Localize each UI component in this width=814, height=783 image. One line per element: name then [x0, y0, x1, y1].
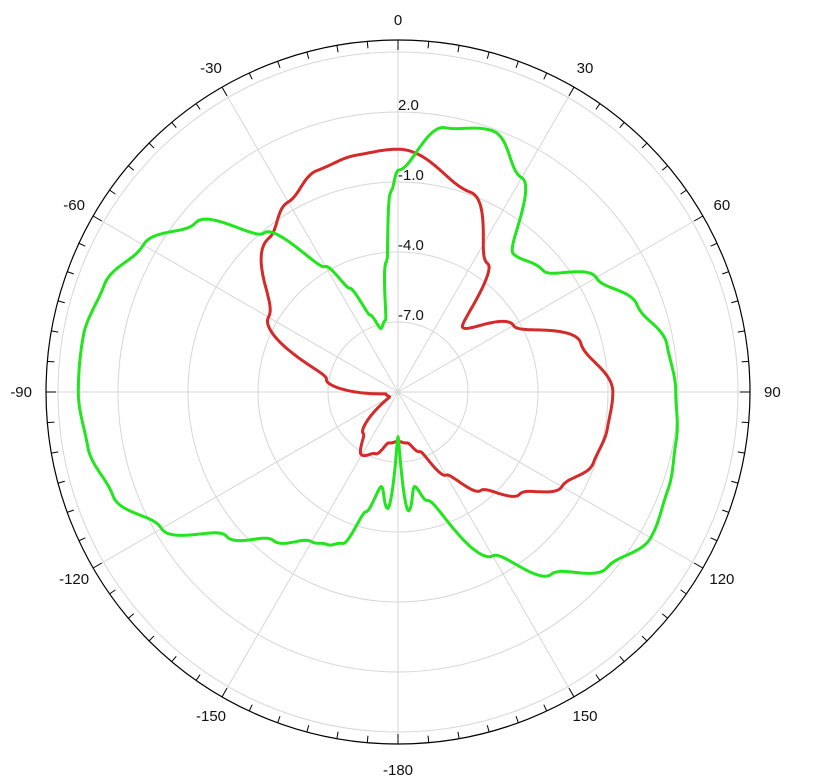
outer-frame — [45, 39, 751, 745]
tick-mark-345 — [306, 51, 310, 59]
tick-mark-150 — [568, 687, 575, 698]
tick-mark-245 — [78, 537, 86, 542]
tick-mark-85 — [741, 360, 749, 363]
angle-label-0: 0 — [394, 12, 402, 29]
tick-mark-95 — [741, 421, 749, 424]
tick-mark-65 — [710, 242, 718, 247]
tick-mark-60 — [693, 215, 704, 222]
tick-mark-250 — [67, 509, 74, 513]
angle-label--180: -180 — [383, 762, 413, 779]
tick-mark-110 — [722, 509, 729, 513]
tick-mark-40 — [619, 122, 625, 129]
tick-mark-105 — [731, 480, 739, 484]
tick-mark-160 — [515, 716, 519, 723]
tick-mark-170 — [457, 731, 460, 739]
tick-mark-315 — [148, 142, 155, 149]
tick-mark-295 — [78, 242, 86, 247]
tick-mark-115 — [710, 537, 718, 542]
tick-mark-325 — [195, 103, 201, 110]
tick-mark-140 — [619, 655, 625, 662]
tick-mark-185 — [366, 735, 369, 743]
tick-mark-135 — [641, 635, 648, 642]
angle-label--90: -90 — [10, 384, 32, 401]
tick-mark-120 — [693, 562, 704, 569]
tick-mark-125 — [680, 589, 687, 595]
tick-mark-230 — [128, 613, 135, 619]
tick-mark-195 — [306, 725, 310, 733]
label-layer: 0 30 60 90 120 150 -180 -150 -120 -90 -60 -30 2.0 -1.… — [10, 12, 780, 779]
tick-mark-130 — [661, 613, 668, 619]
tick-mark-330 — [221, 86, 228, 97]
tick-mark-55 — [680, 189, 687, 195]
tick-mark-50 — [661, 165, 668, 171]
tick-mark-75 — [731, 300, 739, 304]
tick-mark-205 — [248, 704, 253, 712]
tick-mark-335 — [248, 72, 253, 80]
tick-mark-100 — [737, 451, 745, 454]
tick-mark-220 — [171, 655, 177, 662]
grid-spoke-210 — [221, 391, 399, 698]
grid-spoke-330 — [221, 86, 399, 393]
tick-mark-15 — [486, 51, 490, 59]
tick-mark-5 — [427, 41, 430, 49]
angle-label--150: -150 — [196, 708, 226, 725]
tick-mark-225 — [148, 635, 155, 642]
tick-mark-255 — [57, 480, 65, 484]
tick-mark-30 — [568, 86, 575, 97]
angle-label-120: 120 — [709, 571, 734, 588]
grid-spoke-120 — [397, 391, 704, 569]
tick-mark-275 — [47, 360, 55, 363]
radial-label--7.0: -7.0 — [398, 307, 424, 324]
tick-mark-355 — [366, 41, 369, 49]
tick-mark-200 — [277, 716, 281, 723]
tick-mark-175 — [427, 735, 430, 743]
radial-label--4.0: -4.0 — [398, 237, 424, 254]
angle-label--30: -30 — [200, 60, 222, 77]
tick-mark-145 — [595, 674, 601, 681]
tick-mark-70 — [722, 271, 729, 275]
tick-mark-10 — [457, 45, 460, 53]
series-line-red — [259, 147, 615, 498]
radial-label-2.0: 2.0 — [398, 97, 419, 114]
grid-spoke-300 — [92, 215, 399, 393]
tick-mark-45 — [641, 142, 648, 149]
tick-mark-350 — [336, 45, 339, 53]
series-line-green — [76, 126, 679, 578]
angle-label-60: 60 — [714, 197, 731, 214]
tick-mark-35 — [595, 103, 601, 110]
tick-mark-260 — [51, 451, 59, 454]
grid-spoke-30 — [397, 86, 575, 393]
tick-mark-300 — [92, 215, 103, 222]
angle-label-90: 90 — [764, 384, 781, 401]
tick-mark-265 — [47, 421, 55, 424]
radial-label--1.0: -1.0 — [398, 167, 424, 184]
angle-label--60: -60 — [63, 197, 85, 214]
angle-label-30: 30 — [577, 60, 594, 77]
tick-mark-340 — [277, 61, 281, 68]
tick-mark-20 — [515, 61, 519, 68]
tick-mark-165 — [486, 725, 490, 733]
grid-spoke-60 — [397, 215, 704, 393]
grid-spoke-240 — [92, 391, 399, 569]
tick-mark-305 — [109, 189, 116, 195]
tick-mark-240 — [92, 562, 103, 569]
tick-mark-215 — [195, 674, 201, 681]
tick-mark-310 — [128, 165, 135, 171]
grid-spoke-150 — [397, 391, 575, 698]
angle-label-150: 150 — [572, 708, 597, 725]
tick-mark-210 — [221, 687, 228, 698]
series-layer — [76, 126, 679, 578]
tick-mark-155 — [543, 704, 548, 712]
tick-mark-290 — [67, 271, 74, 275]
tick-mark-25 — [543, 72, 548, 80]
angle-label--120: -120 — [59, 571, 89, 588]
tick-mark-285 — [57, 300, 65, 304]
tick-mark-320 — [171, 122, 177, 129]
tick-mark-190 — [336, 731, 339, 739]
tick-mark-280 — [51, 330, 59, 333]
tick-mark-235 — [109, 589, 116, 595]
tick-mark-80 — [737, 330, 745, 333]
